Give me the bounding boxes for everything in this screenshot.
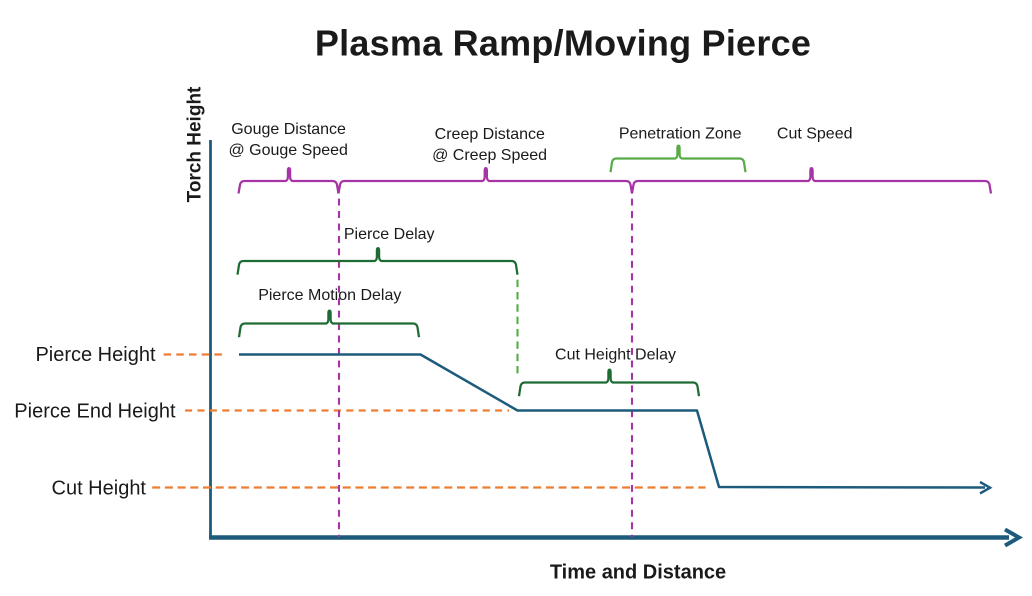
svg-text:Torch Height: Torch Height <box>185 86 206 202</box>
svg-text:Cut Height Delay: Cut Height Delay <box>555 347 676 364</box>
svg-text:Cut Speed: Cut Speed <box>777 125 853 142</box>
svg-text:Pierce Height: Pierce Height <box>35 344 156 366</box>
svg-text:Pierce Motion Delay: Pierce Motion Delay <box>258 287 401 304</box>
svg-text:Cut Height: Cut Height <box>52 477 147 499</box>
svg-text:@ Gouge Speed: @ Gouge Speed <box>228 142 347 159</box>
svg-text:Gouge Distance: Gouge Distance <box>231 121 346 138</box>
svg-text:Pierce End Height: Pierce End Height <box>14 400 176 422</box>
svg-text:Penetration Zone: Penetration Zone <box>619 125 742 142</box>
svg-text:Plasma Ramp/Moving Pierce: Plasma Ramp/Moving Pierce <box>315 23 811 64</box>
svg-text:@ Creep Speed: @ Creep Speed <box>432 147 547 164</box>
svg-text:Time and Distance: Time and Distance <box>550 561 726 583</box>
svg-text:Creep Distance: Creep Distance <box>435 126 545 143</box>
svg-text:Pierce Delay: Pierce Delay <box>344 226 435 243</box>
